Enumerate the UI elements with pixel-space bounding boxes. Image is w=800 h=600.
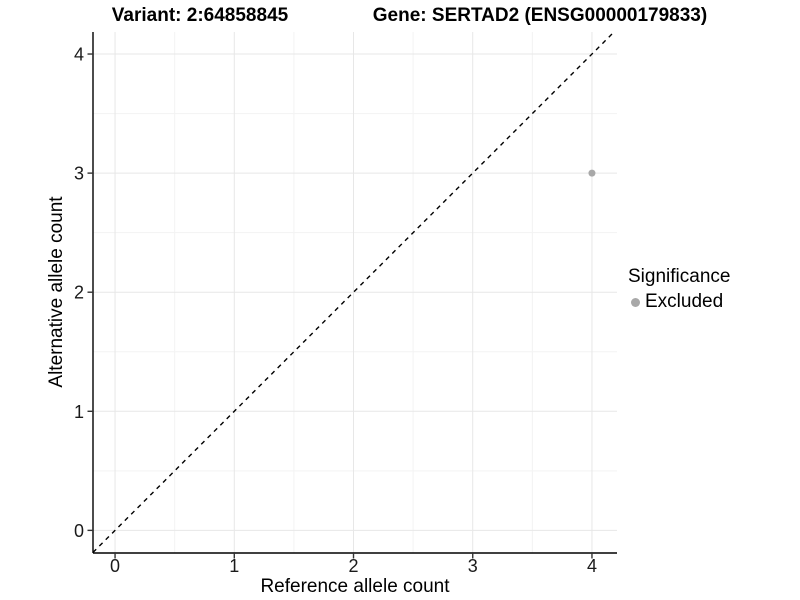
y-tick-label: 4 bbox=[74, 45, 84, 65]
x-axis-label: Reference allele count bbox=[260, 576, 450, 597]
x-tick-label: 2 bbox=[349, 556, 359, 576]
y-tick-label: 3 bbox=[74, 164, 84, 184]
y-tick-label: 0 bbox=[74, 521, 84, 541]
gene-title: Gene: SERTAD2 (ENSG00000179833) bbox=[372, 5, 708, 26]
legend-marker-dot-icon bbox=[631, 297, 640, 307]
x-tick-label: 1 bbox=[229, 556, 239, 576]
y-tick-label: 2 bbox=[74, 283, 84, 303]
x-tick-label: 3 bbox=[468, 556, 478, 576]
data-point bbox=[588, 169, 596, 177]
x-tick-label: 4 bbox=[587, 556, 597, 576]
legend-title: Significance bbox=[628, 266, 731, 287]
legend-item-label: Excluded bbox=[645, 291, 724, 312]
variant-title: Variant: 2:64858845 bbox=[111, 5, 289, 26]
x-tick-label: 0 bbox=[110, 556, 120, 576]
legend: Significance Excluded bbox=[628, 266, 730, 313]
y-tick-label: 1 bbox=[74, 402, 84, 422]
identity-line bbox=[92, 31, 615, 553]
legend-item-excluded: Excluded bbox=[628, 291, 730, 313]
y-axis-label: Alternative allele count bbox=[46, 196, 67, 388]
